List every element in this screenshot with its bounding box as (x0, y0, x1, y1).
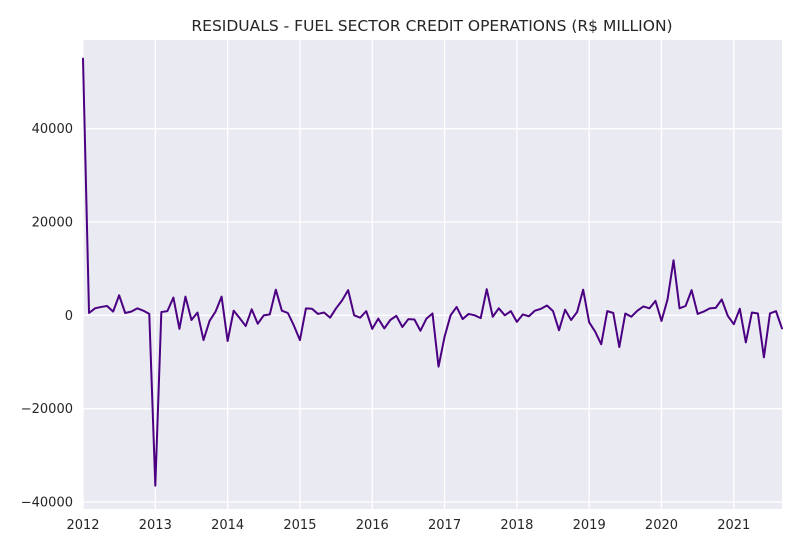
x-gridlines (82, 40, 735, 509)
x-tick-label: 2019 (573, 518, 606, 533)
x-tick-label: 2013 (139, 518, 172, 533)
residuals-series-line (82, 57, 783, 487)
x-tick-label: 2012 (66, 518, 99, 533)
x-tick-label: 2015 (283, 518, 316, 533)
x-tick-label: 2017 (428, 518, 461, 533)
x-tick-label: 2014 (211, 518, 244, 533)
x-tick-label: 2016 (356, 518, 389, 533)
x-tick-label: 2020 (645, 518, 678, 533)
y-tick-labels: −40000 −20000 0 20000 40000 (21, 122, 73, 510)
x-tick-label: 2021 (717, 518, 750, 533)
y-tick-label: 0 (65, 309, 73, 324)
chart-title: RESIDUALS - FUEL SECTOR CREDIT OPERATION… (191, 17, 672, 35)
y-tick-label: −40000 (21, 496, 73, 511)
y-tick-label: 20000 (32, 216, 73, 231)
x-tick-label: 2018 (500, 518, 533, 533)
x-tick-labels: 2012 2013 2014 2015 2016 2017 2018 2019 2020 2021 (66, 518, 750, 533)
y-tick-label: −20000 (21, 402, 73, 417)
y-tick-label: 40000 (32, 122, 73, 137)
plot-background (83, 40, 782, 509)
series-layer (82, 57, 783, 487)
